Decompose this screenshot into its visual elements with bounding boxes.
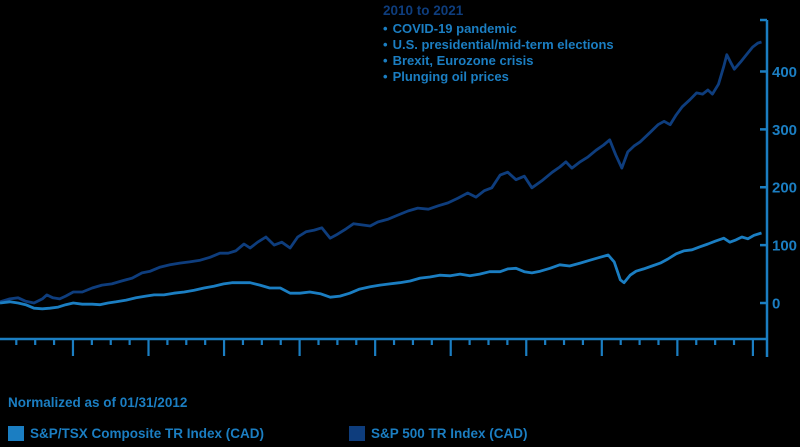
legend-label-tsx: S&P/TSX Composite TR Index (CAD): [30, 426, 265, 441]
y-axis-tick-label: 100: [772, 238, 797, 255]
y-axis-tick-label: 400: [772, 64, 797, 81]
legend-label-sp500: S&P 500 TR Index (CAD): [371, 426, 528, 441]
tsx-color-swatch: [8, 426, 24, 441]
event-bullet: • Brexit, Eurozone crisis: [383, 53, 534, 68]
sp500-series-line: [0, 40, 762, 305]
chart-annotation: 2010 to 2021 • COVID-19 pandemic • U.S. pre…: [383, 2, 614, 85]
tsx-series-line: [0, 231, 762, 311]
sp500-color-swatch: [349, 426, 365, 441]
y-axis-tick-label: 0: [772, 296, 780, 313]
y-axis-tick-label: 300: [772, 122, 797, 139]
event-bullet: • COVID-19 pandemic: [383, 21, 517, 36]
bullet-dot-icon: •: [383, 53, 388, 68]
legend-item-tsx: S&P/TSX Composite TR Index (CAD): [8, 426, 264, 441]
event-bullet: • Plunging oil prices: [383, 69, 509, 84]
normalized-note: Normalized as of 01/31/2012: [8, 395, 188, 410]
bullet-dot-icon: •: [383, 21, 388, 36]
bullet-dot-icon: •: [383, 37, 388, 52]
y-axis-tick-label: 200: [772, 180, 797, 197]
chart-title: 2010 to 2021: [383, 3, 464, 18]
event-bullet: • U.S. presidential/mid-term elections: [383, 37, 614, 52]
event-bullet-list: • COVID-19 pandemic • U.S. presidential/mid…: [383, 21, 614, 85]
legend-item-sp500: S&P 500 TR Index (CAD): [349, 426, 528, 441]
bullet-dot-icon: •: [383, 69, 388, 84]
